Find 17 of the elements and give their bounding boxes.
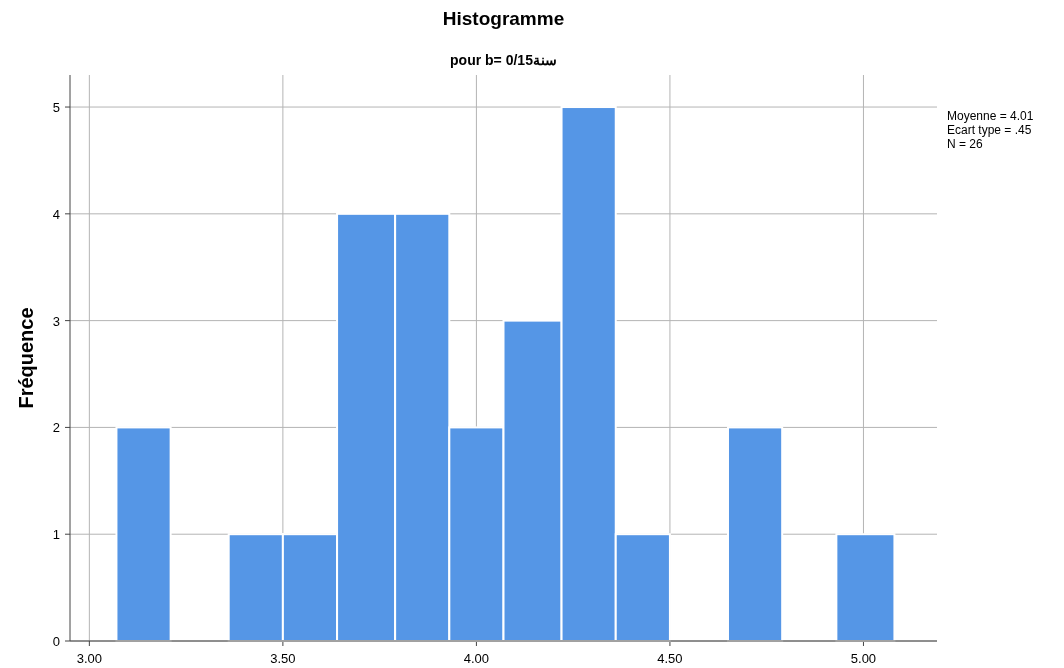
y-tick-label: 3 [52,313,60,329]
y-tick-label: 5 [52,100,60,116]
x-tick-label: 4.00 [463,651,490,666]
y-tick-label: 4 [52,206,60,222]
y-tick-label: 2 [52,420,60,436]
chart-title: Histogramme [442,8,565,29]
text: Ecart type = .45 [947,123,1032,137]
x-tick-label: 4.50 [657,651,683,666]
x-tick-label: 3.50 [270,651,296,666]
y-tick-label: 0 [52,634,60,649]
text: N = 26 [947,137,984,151]
x-tick-label: 5.00 [850,651,877,666]
text: Moyenne = 4.01 [947,109,1034,123]
chart-subtitle: pour b= 0/15سنة [450,52,557,68]
x-tick-label: 3.00 [76,651,103,666]
y-tick-label: 1 [52,527,60,543]
y-axis-title: Fréquence [15,307,37,409]
